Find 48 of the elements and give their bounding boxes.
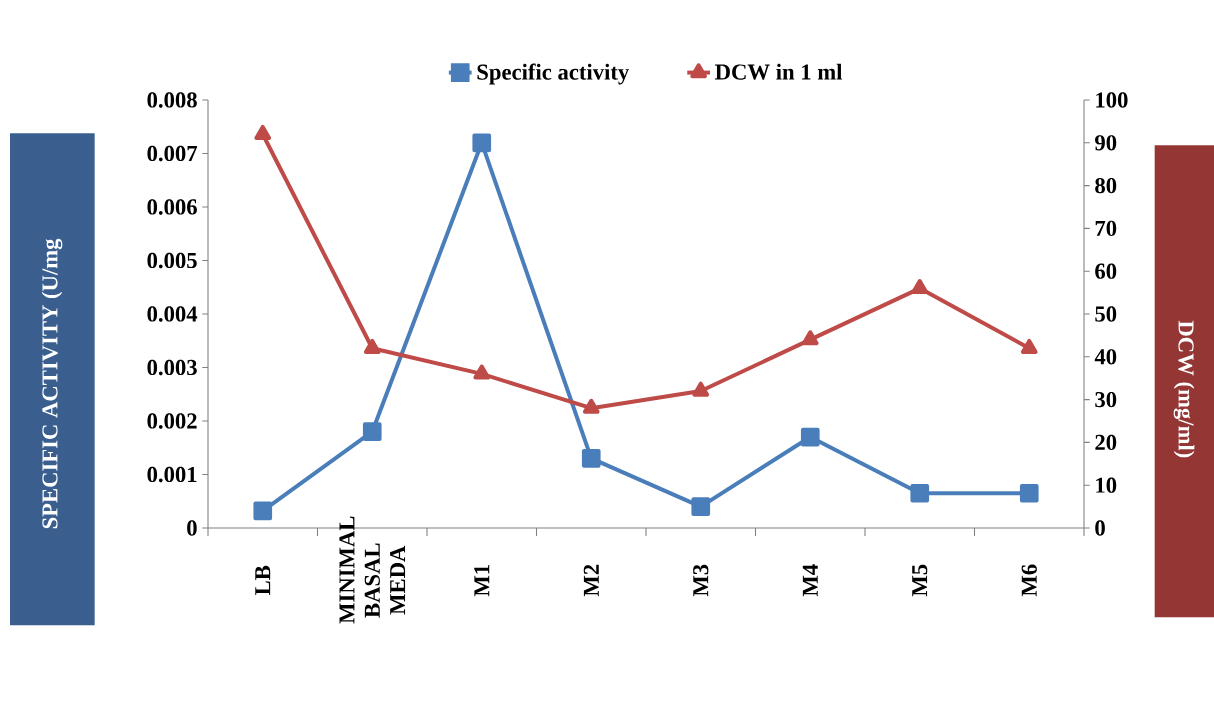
point <box>581 449 601 468</box>
point <box>692 381 710 397</box>
x-tick-label: LB <box>255 565 271 595</box>
point <box>253 501 273 521</box>
y2-tick-label: 80 <box>1095 177 1117 194</box>
y2-tick-label: 60 <box>1095 263 1117 279</box>
point <box>473 364 491 380</box>
y2-tick-label: 40 <box>1094 349 1117 365</box>
y-tick-label: 0.008 <box>147 92 197 108</box>
y-tick-label: 0.004 <box>147 306 198 322</box>
y2-tick-label: 90 <box>1095 135 1117 151</box>
legend-label: DCW in 1 ml <box>715 63 843 80</box>
legend-label: Specific activity <box>477 63 630 85</box>
y2-axis-title: DCW (mg/ml) <box>1173 320 1195 458</box>
y-tick-label: 0.001 <box>147 466 197 483</box>
point <box>911 278 929 294</box>
x-tick-label: MINIMAL BASAL MEDA <box>339 516 406 624</box>
y2-tick-label: 100 <box>1096 92 1128 108</box>
x-tick-label: M1 <box>474 565 490 597</box>
x-tick-label: M5 <box>912 564 928 597</box>
x-tick-label: M6 <box>1021 564 1037 597</box>
y-tick-label: 0.003 <box>147 359 197 376</box>
point <box>691 497 711 516</box>
point <box>472 133 492 153</box>
x-tick-label: M3 <box>693 564 709 597</box>
point <box>910 483 930 503</box>
point <box>582 398 600 414</box>
y2-tick-label: 70 <box>1095 220 1117 237</box>
y-tick-label: 0.006 <box>147 199 197 215</box>
x-tick-label: M4 <box>802 564 818 597</box>
y-tick-label: 0.005 <box>147 252 197 269</box>
y-tick-label: 0.007 <box>147 145 198 162</box>
y2-tick-label: 50 <box>1095 306 1117 322</box>
point <box>362 422 382 442</box>
y-tick-label: 0 <box>187 520 197 536</box>
y2-tick-label: 20 <box>1095 434 1117 451</box>
point <box>363 338 381 354</box>
y-axis-title: SPECIFIC ACTIVITY (U/mg <box>41 238 63 529</box>
y2-tick-label: 30 <box>1095 391 1117 408</box>
point <box>1019 483 1039 503</box>
point <box>801 330 819 346</box>
y2-tick-label: 0 <box>1095 520 1105 536</box>
point <box>1020 338 1038 354</box>
x-tick-label: M2 <box>583 564 599 597</box>
y2-tick-label: 10 <box>1096 477 1117 493</box>
y-tick-label: 0.002 <box>147 413 197 429</box>
point <box>254 124 272 140</box>
point <box>800 427 820 447</box>
